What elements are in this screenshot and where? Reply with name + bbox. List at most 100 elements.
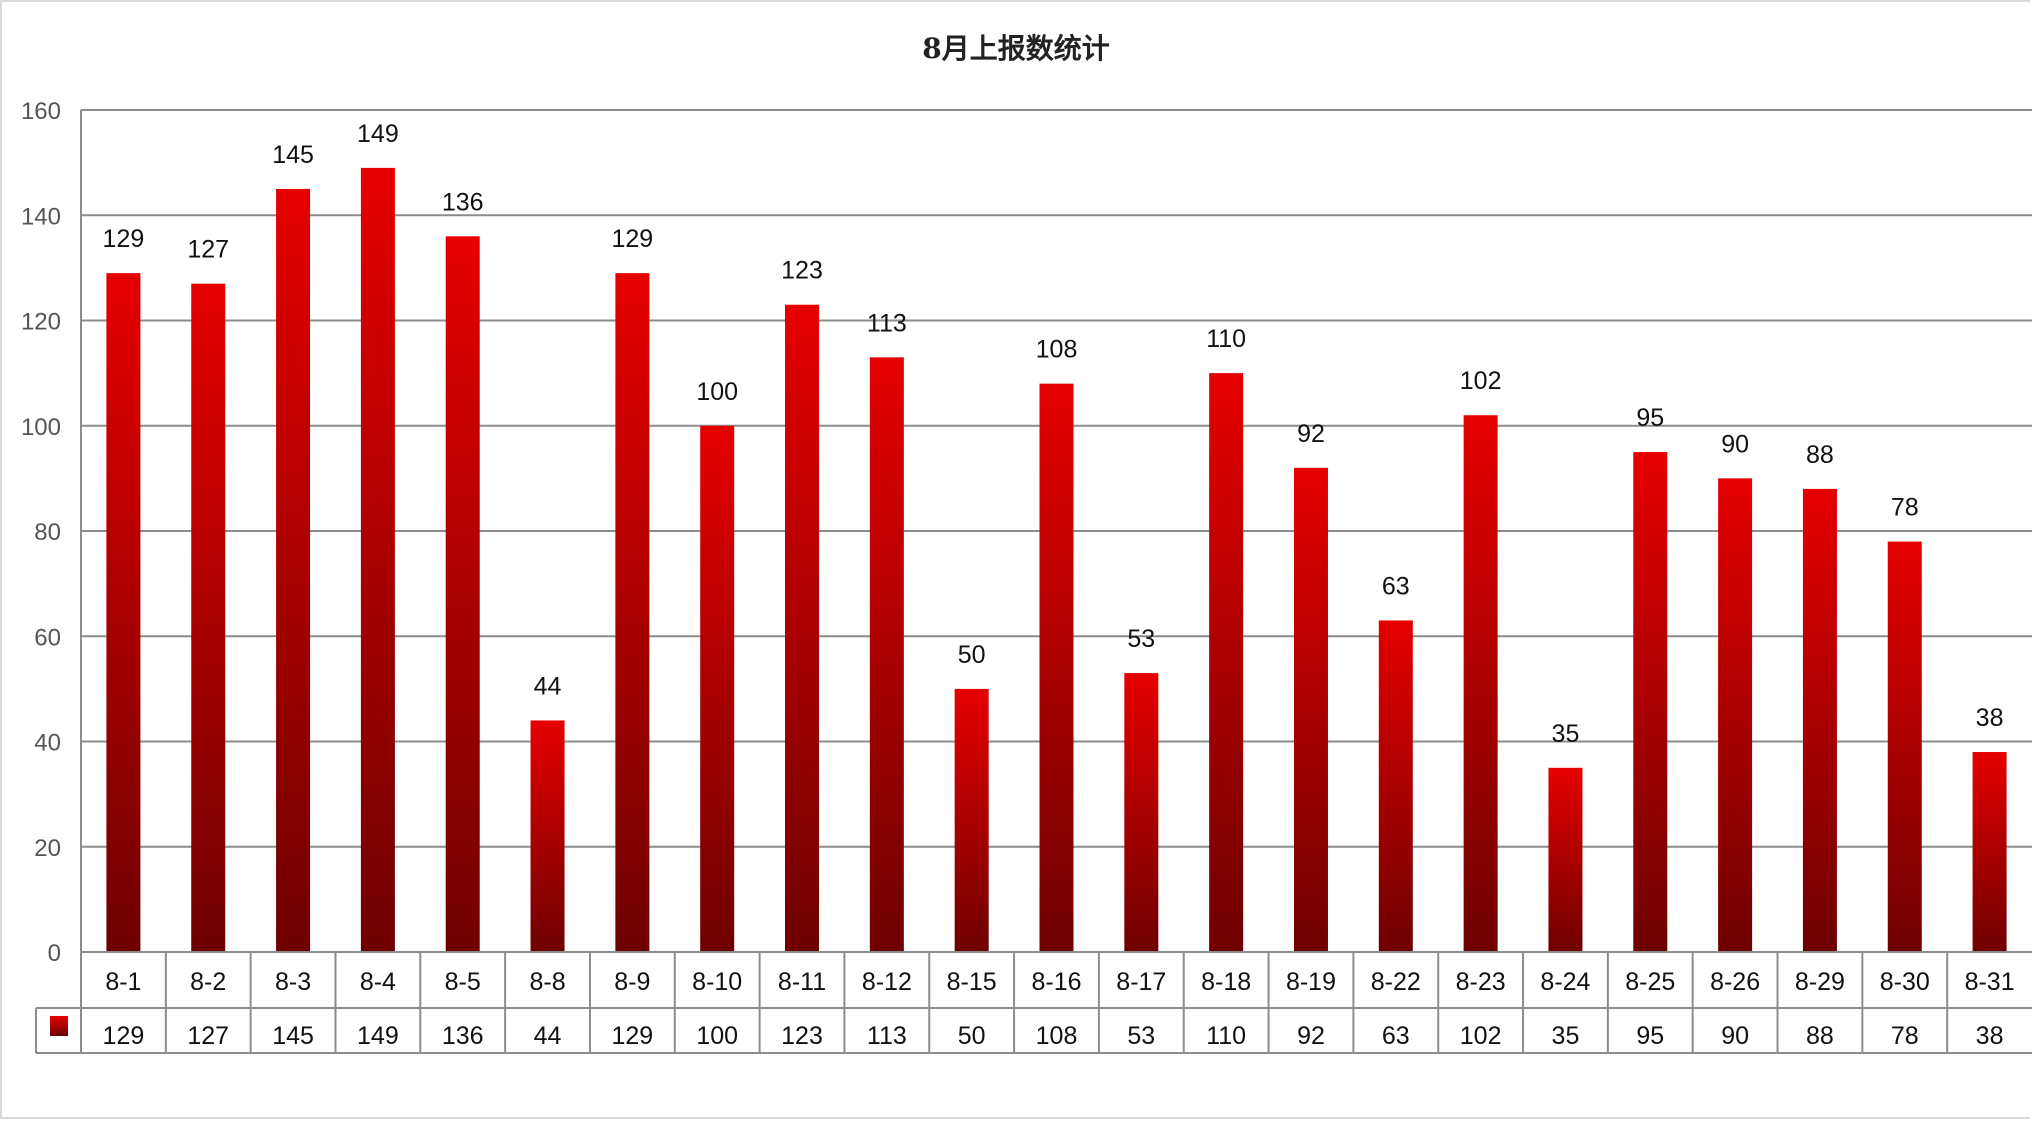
table-value: 102 (1460, 1022, 1502, 1050)
table-value: 145 (272, 1022, 314, 1050)
data-label: 90 (1721, 430, 1749, 458)
bar (1718, 478, 1753, 952)
table-value: 113 (867, 1022, 907, 1050)
table-value: 100 (696, 1022, 738, 1050)
table-value: 92 (1297, 1022, 1325, 1050)
x-category-label: 8-16 (1031, 968, 1081, 996)
x-category-label: 8-5 (445, 968, 481, 996)
table-value: 127 (187, 1022, 229, 1050)
chart-title: 8月上报数统计 (922, 32, 1109, 65)
x-category-label: 8-31 (1965, 968, 2015, 996)
table-value: 108 (1036, 1022, 1078, 1050)
x-category-label: 8-3 (275, 968, 311, 996)
data-label: 100 (696, 378, 738, 406)
data-label: 110 (1206, 325, 1246, 353)
y-tick-label: 60 (34, 624, 61, 651)
x-category-label: 8-8 (529, 968, 565, 996)
data-label: 88 (1806, 441, 1834, 469)
table-value: 129 (103, 1022, 145, 1050)
bar (360, 167, 395, 952)
bar (106, 273, 141, 952)
data-label: 113 (867, 309, 907, 337)
y-tick-label: 100 (21, 414, 61, 441)
x-category-label: 8-10 (692, 968, 742, 996)
data-label: 38 (1976, 704, 2004, 732)
bar (700, 425, 735, 952)
bar (1802, 488, 1837, 952)
x-category-label: 8-24 (1540, 968, 1590, 996)
y-tick-label: 0 (48, 940, 61, 967)
bar (1548, 767, 1583, 952)
x-category-label: 8-25 (1625, 968, 1675, 996)
y-tick-label: 140 (21, 203, 61, 230)
data-label: 127 (187, 236, 229, 264)
x-category-label: 8-9 (614, 968, 650, 996)
bar (1209, 373, 1244, 952)
data-label: 145 (272, 141, 314, 169)
y-tick-label: 20 (34, 835, 61, 862)
x-category-label: 8-11 (778, 968, 826, 996)
bar (1124, 673, 1159, 952)
data-label: 129 (103, 225, 145, 253)
x-category-label: 8-1 (105, 968, 141, 996)
x-category-label: 8-12 (862, 968, 912, 996)
x-category-label: 8-26 (1710, 968, 1760, 996)
data-label: 102 (1460, 367, 1502, 395)
x-category-label: 8-15 (947, 968, 997, 996)
x-category-label: 8-22 (1371, 968, 1421, 996)
table-value: 63 (1382, 1022, 1410, 1050)
data-label: 78 (1891, 494, 1919, 522)
legend-key-icon (50, 1016, 68, 1036)
table-value: 53 (1127, 1022, 1155, 1050)
data-label: 92 (1297, 420, 1325, 448)
x-category-label: 8-29 (1795, 968, 1845, 996)
y-tick-label: 80 (34, 519, 61, 546)
bar (1887, 541, 1922, 952)
bar (530, 720, 565, 952)
bar (1378, 620, 1413, 952)
table-value: 38 (1976, 1022, 2004, 1050)
bar (954, 688, 989, 952)
data-label: 50 (958, 641, 986, 669)
bar (1039, 383, 1074, 952)
bar (615, 273, 650, 952)
table-value: 95 (1636, 1022, 1664, 1050)
bar (191, 283, 226, 953)
bar (1463, 415, 1498, 953)
table-value: 88 (1806, 1022, 1834, 1050)
bar (869, 357, 904, 952)
data-label: 108 (1036, 336, 1078, 364)
table-value: 50 (958, 1022, 986, 1050)
data-label: 136 (442, 188, 484, 216)
table-value: 44 (534, 1022, 562, 1050)
x-category-label: 8-2 (190, 968, 226, 996)
table-value: 136 (442, 1022, 484, 1050)
table-value: 129 (612, 1022, 654, 1050)
y-tick-label: 160 (21, 98, 61, 125)
bar (1972, 752, 2007, 952)
bar (1293, 467, 1328, 952)
data-label: 44 (534, 672, 562, 700)
x-category-label: 8-19 (1286, 968, 1336, 996)
x-category-label: 8-23 (1456, 968, 1506, 996)
x-category-label: 8-17 (1116, 968, 1166, 996)
table-value: 90 (1721, 1022, 1749, 1050)
x-category-label: 8-4 (360, 968, 396, 996)
data-label: 35 (1552, 720, 1580, 748)
data-label: 123 (781, 257, 823, 285)
table-value: 78 (1891, 1022, 1919, 1050)
x-category-label: 8-30 (1880, 968, 1930, 996)
x-category-label: 8-18 (1201, 968, 1251, 996)
table-value: 110 (1206, 1022, 1246, 1050)
data-label: 63 (1382, 572, 1410, 600)
bar (785, 304, 820, 952)
bar (445, 236, 480, 953)
data-label: 129 (612, 225, 654, 253)
data-label: 53 (1127, 625, 1155, 653)
bar (1633, 452, 1668, 952)
data-label: 149 (357, 120, 399, 148)
data-label: 95 (1636, 404, 1664, 432)
y-tick-label: 40 (34, 730, 61, 757)
